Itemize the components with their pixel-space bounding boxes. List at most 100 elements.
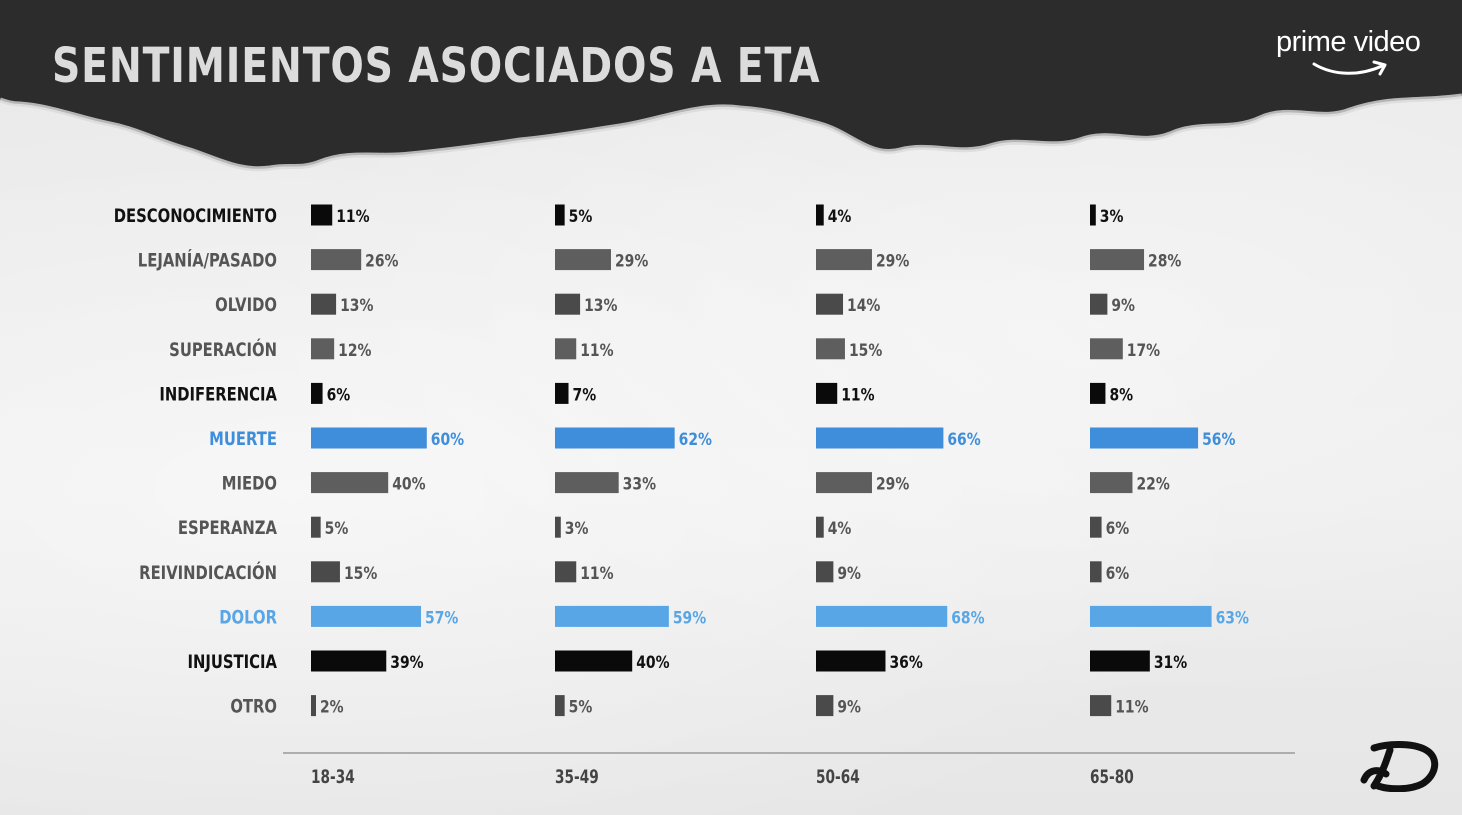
category-label: MIEDO: [222, 473, 277, 495]
data-label: 4%: [828, 207, 852, 227]
data-label: 5%: [325, 519, 349, 539]
data-label: 8%: [1109, 385, 1133, 405]
bar: [555, 472, 619, 494]
data-label: 4%: [828, 519, 852, 539]
torn-header-band: [0, 0, 1462, 172]
bar: [1090, 650, 1150, 672]
data-label: 11%: [580, 340, 614, 360]
bar: [816, 338, 845, 360]
bar: [816, 293, 844, 315]
bar: [555, 650, 633, 672]
data-label: 3%: [565, 519, 589, 539]
bar: [816, 427, 944, 449]
bar: [555, 695, 565, 717]
bar: [816, 605, 948, 627]
data-label: 11%: [1115, 697, 1149, 717]
data-label: 13%: [340, 296, 374, 316]
category-label: LEJANÍA/PASADO: [138, 248, 277, 273]
prime-video-logo: prime video: [1272, 24, 1447, 89]
smile-arrow-icon: [1312, 60, 1387, 76]
bar: [555, 561, 577, 583]
bar: [311, 382, 323, 404]
data-label: 7%: [573, 385, 597, 405]
data-label: 11%: [841, 385, 875, 405]
category-label: ESPERANZA: [178, 517, 278, 539]
bar: [816, 561, 834, 583]
bar: [311, 427, 427, 449]
group-tick-label: 50-64: [816, 766, 860, 788]
group-tick-label: 35-49: [555, 766, 599, 788]
data-label: 28%: [1148, 251, 1182, 271]
data-label: 6%: [1106, 519, 1130, 539]
bar: [816, 650, 886, 672]
bar: [311, 472, 389, 494]
bar: [1090, 293, 1108, 315]
data-label: 14%: [847, 296, 881, 316]
bar: [311, 650, 387, 672]
bar: [555, 382, 569, 404]
bar: [816, 249, 872, 271]
bar: [1090, 338, 1123, 360]
bar: [1090, 382, 1106, 404]
data-label: 66%: [947, 430, 981, 450]
brand-name: prime video: [1276, 26, 1421, 58]
bar: [1090, 695, 1112, 717]
category-label: MUERTE: [209, 428, 277, 450]
bar: [311, 605, 422, 627]
category-label: OTRO: [230, 696, 277, 718]
data-label: 40%: [392, 474, 426, 494]
bar: [816, 695, 834, 717]
data-label: 60%: [431, 430, 465, 450]
data-label: 5%: [569, 207, 593, 227]
bar: [311, 249, 362, 271]
category-label: OLVIDO: [215, 294, 277, 316]
bar: [311, 204, 333, 226]
category-label: SUPERACIÓN: [169, 337, 277, 362]
data-label: 2%: [320, 697, 344, 717]
data-label: 22%: [1136, 474, 1170, 494]
bar: [1090, 472, 1133, 494]
bar: [311, 293, 337, 315]
bar: [555, 293, 581, 315]
data-label: 56%: [1202, 430, 1236, 450]
data-label: 9%: [837, 697, 861, 717]
data-label: 15%: [344, 563, 378, 583]
bar: [555, 605, 669, 627]
bar: [1090, 427, 1199, 449]
bar: [1090, 561, 1102, 583]
data-label: 13%: [584, 296, 618, 316]
bar: [1090, 605, 1212, 627]
data-label: 11%: [336, 207, 370, 227]
data-label: 17%: [1127, 340, 1161, 360]
data-label: 15%: [849, 340, 883, 360]
bar: [311, 561, 340, 583]
bar: [311, 338, 335, 360]
bar: [555, 338, 577, 360]
group-tick-label: 18-34: [311, 766, 355, 788]
data-label: 57%: [425, 608, 459, 628]
bar: [311, 516, 321, 538]
data-label: 6%: [1106, 563, 1130, 583]
data-label: 6%: [327, 385, 351, 405]
data-label: 39%: [390, 653, 424, 673]
bar: [1090, 249, 1145, 271]
script-d-logo: [1360, 741, 1439, 792]
group-tick-label: 65-80: [1090, 766, 1134, 788]
category-label: REIVINDICACIÓN: [139, 560, 277, 585]
page-title: SENTIMIENTOS ASOCIADOS A ETA: [52, 38, 821, 94]
bar: [816, 472, 872, 494]
data-label: 5%: [569, 697, 593, 717]
data-label: 31%: [1154, 653, 1188, 673]
data-label: 40%: [636, 653, 670, 673]
data-label: 63%: [1216, 608, 1250, 628]
data-label: 29%: [876, 251, 910, 271]
category-label: INDIFERENCIA: [159, 384, 277, 406]
bar: [816, 516, 824, 538]
bar: [816, 204, 824, 226]
category-label: DOLOR: [219, 607, 277, 629]
category-label: DESCONOCIMIENTO: [114, 205, 277, 227]
data-label: 29%: [876, 474, 910, 494]
data-label: 62%: [679, 430, 713, 450]
data-label: 59%: [673, 608, 707, 628]
